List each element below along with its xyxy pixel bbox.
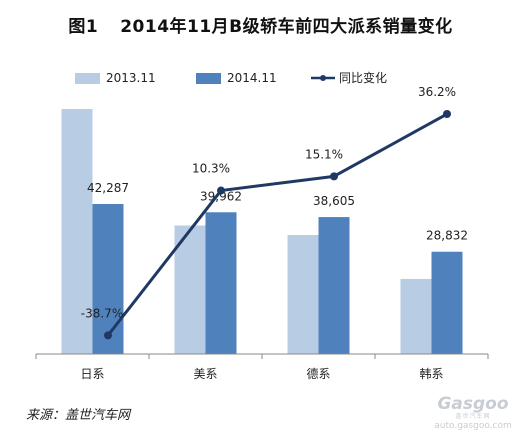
x-tick-label-韩系: 韩系: [419, 366, 443, 381]
legend-label-2013.11: 2013.11: [106, 71, 156, 85]
bar-2013.11-美系: [174, 225, 206, 354]
legend-label-同比变化: 同比变化: [339, 70, 387, 85]
bar-value-label-韩系: 28,832: [426, 229, 468, 243]
line-point-美系: [217, 186, 225, 195]
line-value-label-韩系: 36.2%: [418, 85, 456, 99]
watermark-url: auto.gasgoo.com: [434, 421, 512, 431]
legend-marker-同比变化: [320, 75, 326, 81]
bar-2014.11-韩系: [431, 251, 463, 354]
legend-swatch-2013.11: [75, 73, 100, 84]
x-tick-label-美系: 美系: [193, 367, 217, 381]
legend-swatch-2014.11: [196, 73, 221, 84]
line-point-韩系: [443, 110, 451, 119]
line-value-label-美系: 10.3%: [192, 162, 230, 176]
bar-value-label-日系: 42,287: [87, 181, 129, 195]
bar-2014.11-美系: [205, 212, 237, 354]
x-tick-label-日系: 日系: [80, 367, 104, 381]
bar-2013.11-德系: [287, 235, 319, 354]
line-point-德系: [330, 172, 338, 181]
line-value-label-日系: -38.7%: [81, 306, 123, 320]
figure-number: 图1: [68, 17, 99, 37]
watermark-brand: Gasgoo: [437, 394, 509, 414]
line-point-日系: [104, 331, 112, 340]
bar-2014.11-日系: [92, 204, 124, 354]
x-tick-label-德系: 德系: [306, 366, 330, 381]
chart-title-text: 2014年11月B级轿车前四大派系销量变化: [120, 17, 453, 37]
watermark-subtitle: 盖世汽车网: [455, 413, 491, 420]
bar-2013.11-日系: [61, 108, 93, 354]
bar-value-label-德系: 38,605: [313, 194, 355, 208]
line-value-label-德系: 15.1%: [305, 147, 343, 161]
bar-value-label-美系: 39,962: [200, 189, 242, 203]
legend-label-2014.11: 2014.11: [227, 71, 277, 85]
source-note: 来源：盖世汽车网: [26, 408, 131, 423]
watermark-logo: Gasgoo 盖世汽车网 auto.gasgoo.com: [428, 396, 518, 431]
bar-2013.11-韩系: [400, 278, 432, 354]
bar-2014.11-德系: [318, 217, 350, 354]
chart-title: 图1 2014年11月B级轿车前四大派系销量变化: [0, 12, 521, 37]
line-series-同比变化: [106, 112, 448, 337]
